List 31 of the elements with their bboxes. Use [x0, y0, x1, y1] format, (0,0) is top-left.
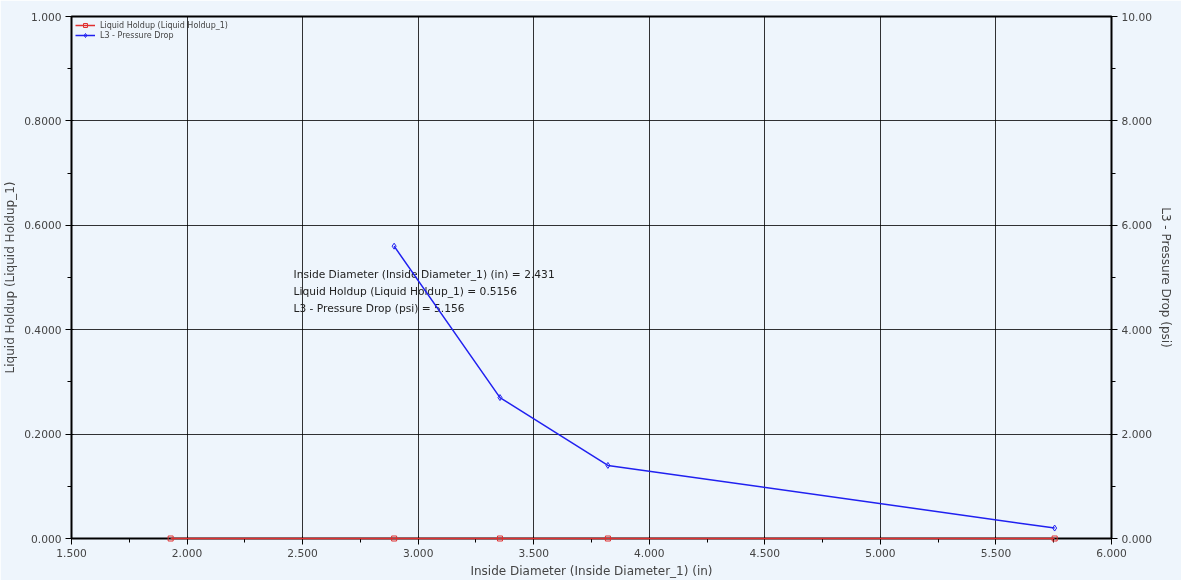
x-tick-label: 5.000: [865, 546, 896, 560]
x-tick-label: 4.000: [634, 546, 665, 560]
point: [497, 394, 503, 402]
point: [391, 242, 397, 250]
y-tick-label: 0.000: [30, 532, 62, 546]
y2-tick-label: 6.000: [1121, 219, 1153, 233]
x-tick-label: 2.500: [287, 546, 319, 560]
y-axis-title: Liquid Holdup (Liquid Holdup_1): [3, 181, 18, 374]
y2-axis-title: L3 - Pressure Drop (psi): [1159, 207, 1174, 348]
x-tick-label: 1.500: [56, 546, 87, 560]
x-tick-label: 4.500: [749, 546, 781, 560]
y2-tick-label: 0.000: [1121, 532, 1153, 546]
y-tick-label: 0.8000: [24, 114, 62, 128]
legend-label: Liquid Holdup (Liquid Holdup_1): [100, 20, 228, 30]
x-tick-label: 5.500: [980, 546, 1012, 560]
point: [605, 461, 611, 469]
y2-tick-label: 4.000: [1121, 323, 1153, 337]
y2-tick-label: 2.000: [1121, 428, 1153, 442]
x-tick-label: 3.500: [518, 546, 550, 560]
y-tick-label: 0.6000: [24, 219, 62, 233]
y2-tick-label: 10.00: [1121, 10, 1153, 24]
x-tick-label: 2.000: [171, 546, 203, 560]
legend-label: L3 - Pressure Drop: [100, 30, 174, 40]
x-axis-title: Inside Diameter (Inside Diameter_1) (in): [470, 563, 713, 578]
x-tick-label: 6.000: [1096, 546, 1127, 560]
y-tick-label: 0.4000: [24, 323, 62, 337]
x-tick-label: 3.000: [402, 546, 434, 560]
y-tick-label: 0.2000: [24, 428, 62, 442]
point: [1052, 524, 1058, 532]
y2-tick-label: 8.000: [1121, 114, 1153, 128]
y-tick-label: 1.000: [30, 10, 62, 24]
